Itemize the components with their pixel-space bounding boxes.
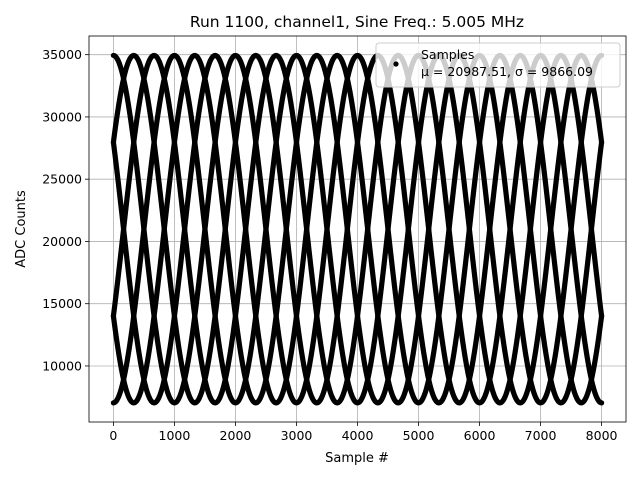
- x-tick-label: 7000: [525, 428, 557, 443]
- y-axis-label: ADC Counts: [14, 190, 29, 268]
- x-tick-label: 0: [109, 428, 117, 443]
- sample-trace: [110, 52, 605, 406]
- x-axis-label: Sample #: [325, 451, 389, 466]
- plot-area: [110, 52, 605, 406]
- x-tick-label: 8000: [586, 428, 618, 443]
- y-tick-label: 35000: [42, 47, 82, 62]
- x-tick-label: 5000: [403, 428, 435, 443]
- x-tick-label: 2000: [220, 428, 252, 443]
- sample-trace: [110, 52, 605, 406]
- x-tick-label: 3000: [281, 428, 313, 443]
- chart-title: Run 1100, channel1, Sine Freq.: 5.005 MH…: [190, 13, 524, 31]
- x-tick-label: 6000: [464, 428, 496, 443]
- y-tick-label: 10000: [42, 358, 82, 373]
- y-tick-label: 15000: [42, 296, 82, 311]
- y-tick-label: 25000: [42, 172, 82, 187]
- legend-label: Samples: [421, 47, 474, 62]
- x-tick-label: 1000: [159, 428, 191, 443]
- x-tick-label: 4000: [342, 428, 374, 443]
- legend: Samples μ = 20987.51, σ = 9866.09: [375, 42, 621, 88]
- legend-stats: μ = 20987.51, σ = 9866.09: [421, 64, 593, 79]
- y-tick-label: 30000: [42, 109, 82, 124]
- legend-box: [375, 42, 621, 88]
- axis-ticks: 0 1000 2000 3000 4000 5000 6000 7000 8000 10000 15…: [42, 47, 617, 443]
- legend-marker: [393, 61, 399, 67]
- y-tick-label: 20000: [42, 234, 82, 249]
